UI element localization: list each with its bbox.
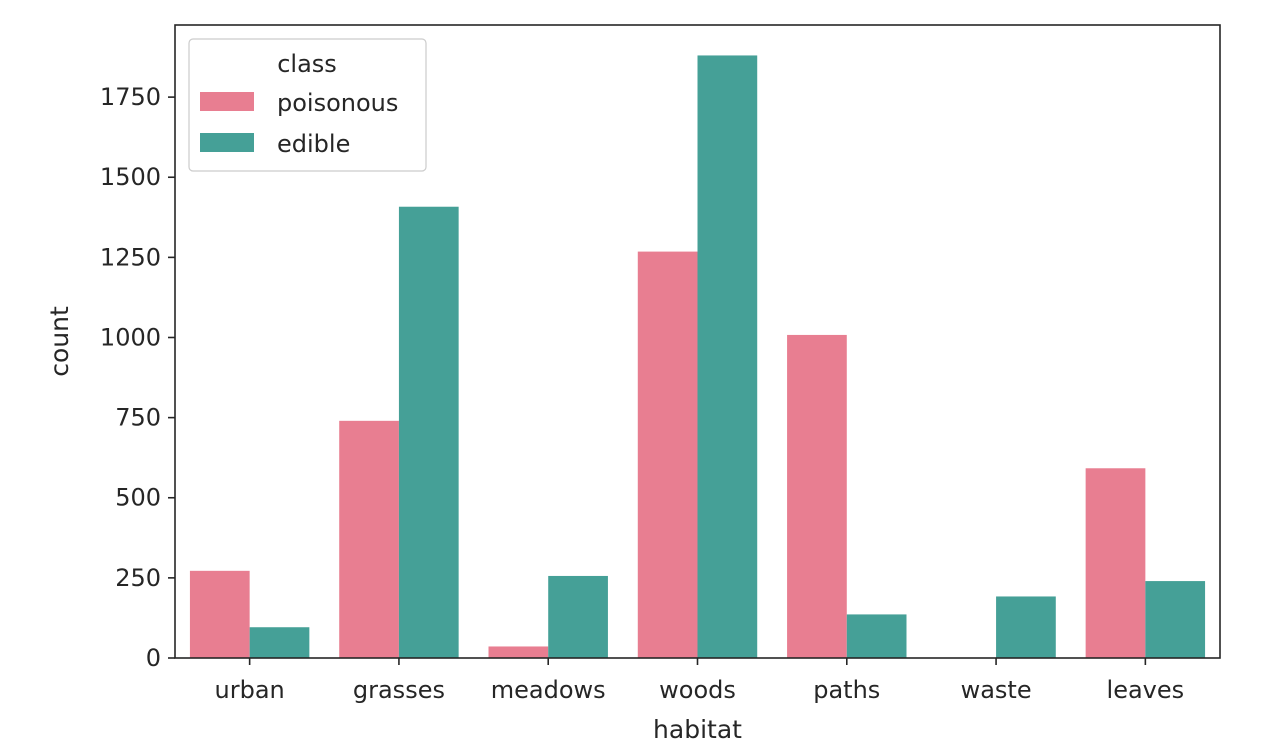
y-axis: 0 250 500 750 1000 1250 1500 1750 [100,83,175,672]
legend-label-poisonous: poisonous [277,89,398,117]
bar-poisonous-grasses [339,420,399,658]
bar-edible-paths [846,614,907,658]
y-tick-label: 1000 [100,323,161,351]
y-tick-label: 750 [115,404,161,432]
legend-swatch-edible [200,133,254,152]
y-tick-label: 1750 [100,83,161,111]
bars-layer [189,55,1206,659]
bar-edible-waste [996,596,1056,658]
bar-edible-urban [249,627,310,658]
bar-poisonous-leaves [1085,468,1146,658]
x-tick-label: leaves [1107,676,1185,704]
bar-poisonous-paths [787,334,847,658]
x-tick-label: meadows [491,676,606,704]
bar-edible-leaves [1145,581,1206,658]
bar-poisonous-urban [189,570,250,658]
bar-poisonous-meadows [488,646,549,658]
y-tick-label: 500 [115,484,161,512]
x-tick-label: grasses [353,676,445,704]
legend-title: class [277,50,337,78]
bar-poisonous-woods [637,251,698,659]
bar-edible-meadows [548,575,608,658]
y-tick-label: 1500 [100,163,161,191]
legend-label-edible: edible [277,130,350,158]
bar-edible-grasses [398,206,459,658]
x-tick-label: paths [813,676,880,704]
y-tick-label: 1250 [100,243,161,271]
legend-swatch-poisonous [200,92,254,111]
x-axis-label: habitat [653,715,742,744]
y-axis-label: count [45,306,74,377]
legend: class poisonous edible [188,38,427,172]
bar-edible-woods [697,55,758,658]
legend-items: poisonous edible [200,89,398,158]
y-tick-label: 250 [115,564,161,592]
x-tick-label: woods [659,676,736,704]
x-tick-label: waste [961,676,1032,704]
y-tick-label: 0 [146,644,161,672]
x-tick-label: urban [215,676,285,704]
x-axis: urban grasses meadows woods paths waste leaves [215,658,1185,704]
